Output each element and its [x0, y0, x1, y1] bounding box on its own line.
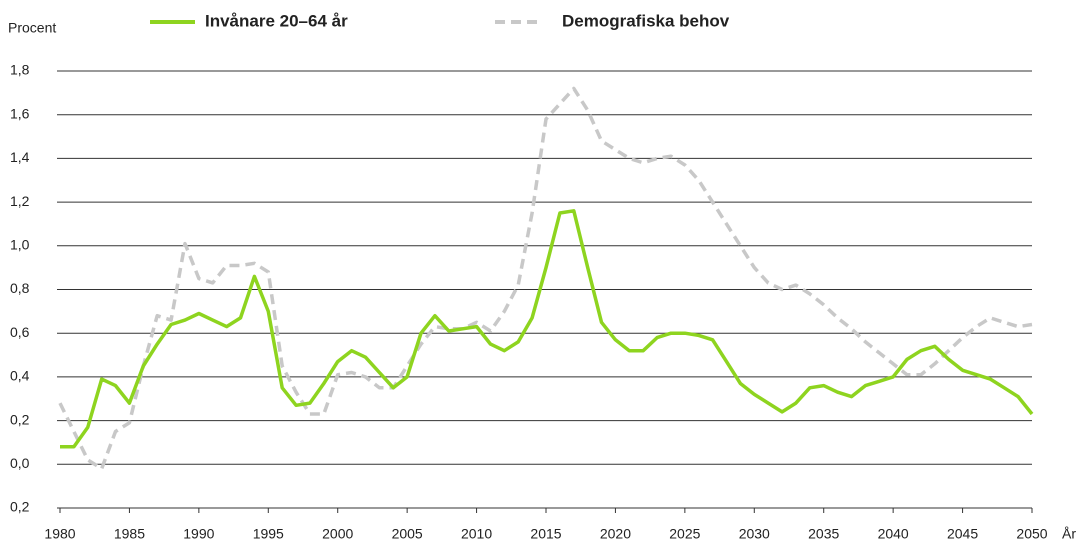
series-line — [58, 86, 1033, 471]
x-tick-label: 2005 — [392, 526, 423, 542]
y-tick-label: 0,2 — [10, 499, 30, 515]
x-tick-label: 1990 — [183, 526, 214, 542]
y-tick-label: 1,8 — [10, 62, 30, 78]
x-tick-label: 2050 — [1016, 526, 1047, 542]
x-tick-label: 2010 — [461, 526, 492, 542]
y-tick-label: 0,6 — [10, 324, 30, 340]
x-tick-label: 2040 — [878, 526, 909, 542]
legend-label: Invånare 20–64 år — [205, 11, 348, 30]
y-tick-label: 0,0 — [10, 455, 30, 471]
y-tick-label: 1,2 — [10, 193, 30, 209]
series-line — [60, 209, 1034, 449]
x-tick-label: 2020 — [600, 526, 631, 542]
x-tick-label: 2025 — [669, 526, 700, 542]
y-tick-label: 0,4 — [10, 368, 30, 384]
legend-label: Demografiska behov — [562, 11, 730, 30]
x-tick-label: 2030 — [739, 526, 770, 542]
x-axis-label: År — [1062, 526, 1076, 542]
x-tick-label: 2000 — [322, 526, 353, 542]
x-tick-label: 2035 — [808, 526, 839, 542]
x-tick-label: 1980 — [44, 526, 75, 542]
x-tick-label: 1995 — [253, 526, 284, 542]
y-axis-label: Procent — [8, 20, 56, 36]
x-tick-label: 1985 — [114, 526, 145, 542]
y-tick-label: 1,4 — [10, 149, 30, 165]
x-tick-label: 2045 — [947, 526, 978, 542]
x-tick-label: 2015 — [530, 526, 561, 542]
y-tick-label: 0,2 — [10, 411, 30, 427]
y-tick-label: 0,8 — [10, 280, 30, 296]
y-tick-label: 1,0 — [10, 237, 30, 253]
y-tick-label: 1,6 — [10, 105, 30, 121]
